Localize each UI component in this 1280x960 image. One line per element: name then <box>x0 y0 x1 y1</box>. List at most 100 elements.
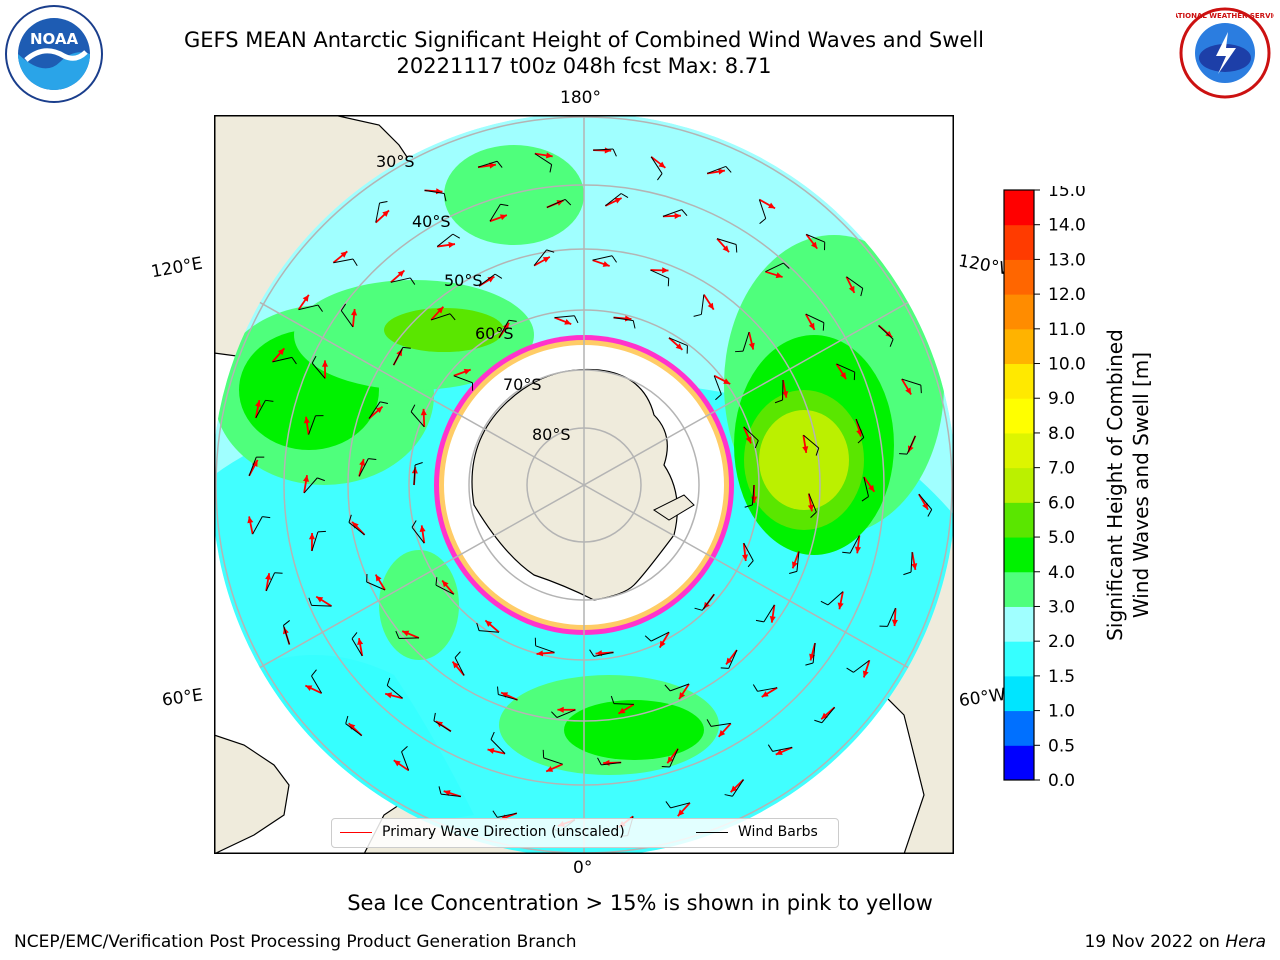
antarctica-land <box>471 368 678 601</box>
wind-barb <box>435 577 455 595</box>
wave-arrow <box>617 703 635 715</box>
wave-arrow <box>308 532 316 551</box>
wave-arrow <box>666 748 679 764</box>
colorbar-box <box>1004 224 1034 260</box>
wave-arrow <box>668 337 684 351</box>
wave-arrow <box>441 579 455 595</box>
wind-barb <box>430 313 456 321</box>
wind-barb <box>345 715 363 737</box>
wave-arrow <box>321 360 329 379</box>
wave-arrow <box>374 574 386 591</box>
wave-arrow <box>730 778 745 793</box>
wind-barb <box>351 632 363 657</box>
wind-barb <box>311 530 326 552</box>
wind-barb <box>878 325 894 347</box>
wind-barb <box>724 779 744 797</box>
sea-ice-note: Sea Ice Concentration > 15% is shown in … <box>347 891 933 915</box>
wave-arrow <box>303 475 310 494</box>
wind-barb <box>661 748 679 768</box>
wave-arrow <box>807 493 814 512</box>
wind-barb <box>542 749 563 765</box>
colorbar-box <box>1004 432 1034 469</box>
wind-barb <box>589 649 614 657</box>
footer-credit: NCEP/EMC/Verification Post Processing Pr… <box>14 932 577 952</box>
colorbar-tick-label: 12.0 <box>1048 285 1086 305</box>
colorbar-tick-label: 15.0 <box>1048 186 1086 201</box>
wind-barb <box>605 193 629 207</box>
wind-barb <box>706 165 732 174</box>
wind-barb <box>765 262 790 273</box>
wind-barb <box>735 331 750 353</box>
nws-logo-text: NATIONAL WEATHER SERVICE <box>1176 12 1274 20</box>
wave-arrow <box>604 197 622 207</box>
wind-barb <box>303 477 325 494</box>
wind-barb <box>716 238 738 253</box>
wind-barb <box>774 380 784 404</box>
wind-barb <box>803 434 820 456</box>
wave-arrow <box>368 405 384 420</box>
wind-barb <box>650 156 663 181</box>
wind-barb <box>453 375 474 391</box>
wind-barb <box>650 269 670 287</box>
colorbar-tick-label: 6.0 <box>1048 493 1075 513</box>
colorbar-tick-label: 14.0 <box>1048 216 1086 236</box>
colorbar-box <box>1004 641 1034 677</box>
colorbar-box <box>1004 571 1034 607</box>
wave-arrow <box>254 400 262 419</box>
wave-arrow <box>742 543 749 562</box>
wave-arrow <box>769 604 776 623</box>
wave-arrow <box>534 152 553 159</box>
lat-label-70: 70°S <box>503 375 542 394</box>
wave-arrow <box>557 706 576 713</box>
colorbar-frame <box>1003 189 1035 781</box>
colorbar-tick-label: 2.0 <box>1048 632 1075 652</box>
wind-barb <box>476 622 500 633</box>
noaa-logo-text: NOAA <box>30 30 79 48</box>
wave-arrow <box>297 294 310 311</box>
wave-arrow <box>453 368 472 377</box>
colorbar-tick-label: 1.5 <box>1048 667 1075 687</box>
nws-logo: NATIONAL WEATHER SERVICE <box>1176 7 1274 99</box>
wave-arrow <box>718 722 732 738</box>
wind-barb <box>477 160 503 168</box>
wave-arrow <box>765 270 783 279</box>
wind-barb <box>390 277 416 285</box>
colorbar-tick-label: 0.5 <box>1048 736 1075 756</box>
wind-barb <box>534 637 555 653</box>
wind-barb <box>755 604 775 623</box>
polar-map-canvas <box>214 115 954 854</box>
colorbar-tick-label: 8.0 <box>1048 424 1075 444</box>
wave-arrow <box>703 294 715 311</box>
wave-arrow <box>662 212 681 219</box>
wind-barb <box>805 313 825 331</box>
wind-barb <box>433 712 452 732</box>
colorbar-tick-label: 9.0 <box>1048 389 1075 409</box>
wave-arrow <box>247 516 254 535</box>
wave-arrow <box>420 408 427 427</box>
wind-barb <box>613 317 636 329</box>
wind-barb <box>899 435 916 455</box>
wind-barb <box>492 810 517 818</box>
wave-arrow <box>304 684 322 695</box>
wave-arrow <box>351 308 358 327</box>
wave-arrow <box>430 306 445 321</box>
colorbar-box <box>1004 363 1034 399</box>
legend-wave-label: Primary Wave Direction (unscaled) <box>382 824 625 840</box>
wind-barb <box>311 669 323 694</box>
colorbar-box <box>1004 328 1034 365</box>
wind-barb <box>424 189 447 202</box>
wind-barb <box>836 363 856 381</box>
colorbar-box <box>1004 294 1034 330</box>
wave-arrow <box>758 198 776 210</box>
wind-barb <box>534 153 553 173</box>
wind-barb <box>478 273 503 287</box>
wave-arrow <box>536 650 555 657</box>
colorbar-label-line2: Wind Waves and Swell [m] <box>1129 351 1153 619</box>
colorbar-label-line1: Significant Height of Combined <box>1103 329 1127 641</box>
wind-barb <box>879 607 897 627</box>
wind-barb <box>789 551 800 574</box>
wave-arrow <box>791 551 800 569</box>
colorbar-box <box>1004 190 1034 226</box>
wave-arrow <box>862 660 871 678</box>
wind-barb <box>597 757 622 766</box>
